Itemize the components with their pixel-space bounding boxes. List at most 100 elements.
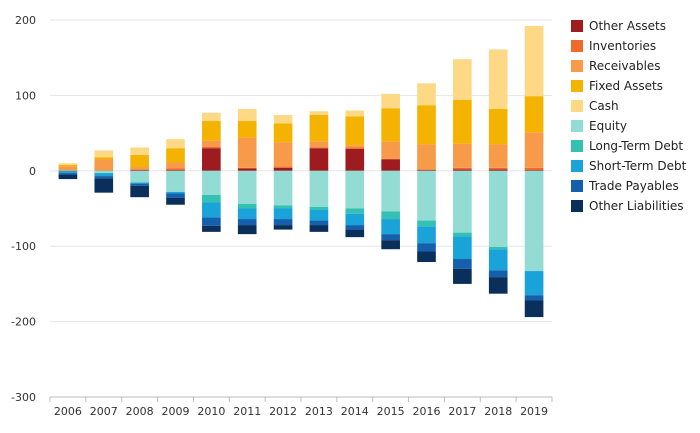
bar-segment-long-term-debt-2017 bbox=[453, 232, 472, 237]
bar-segment-receivables-2010 bbox=[202, 140, 221, 147]
bar-segment-equity-2011 bbox=[237, 170, 257, 204]
bar-stack-2010 bbox=[202, 112, 221, 232]
x-axis: 2006 2007 2008 2009 2010 2011 2012 2013 2014 2015… bbox=[49, 396, 553, 418]
bar-segment-trade-payables-2018 bbox=[488, 270, 508, 278]
x-tick-label: 2015 bbox=[377, 405, 405, 418]
legend-item-long-term-debt: Long-Term Debt bbox=[571, 139, 683, 153]
bar-segment-cash-2017 bbox=[453, 59, 472, 100]
bar-segment-short-term-debt-2016 bbox=[417, 226, 436, 244]
bar-segment-long-term-debt-2011 bbox=[237, 203, 257, 209]
bar-segment-cash-2012 bbox=[273, 115, 293, 124]
bar-segment-fixed-assets-2016 bbox=[417, 105, 436, 145]
x-tick-label: 2017 bbox=[448, 405, 476, 418]
bar-segment-receivables-2011 bbox=[237, 137, 257, 168]
bar-segment-trade-payables-2007 bbox=[94, 176, 114, 179]
legend-item-inventories: Inventories bbox=[571, 39, 656, 53]
bar-segment-receivables-2009 bbox=[166, 162, 185, 169]
y-tick-label: 100 bbox=[15, 89, 36, 102]
x-tick-label: 2014 bbox=[341, 405, 369, 418]
y-tick-label: -200 bbox=[11, 316, 36, 329]
bar-segment-inventories-2009 bbox=[166, 168, 185, 171]
legend-label: Long-Term Debt bbox=[589, 139, 683, 153]
legend-item-short-term-debt: Short-Term Debt bbox=[571, 159, 687, 173]
x-tick-label: 2009 bbox=[162, 405, 190, 418]
bar-stack-2008 bbox=[130, 147, 149, 198]
bar-segment-other-liabilities-2013 bbox=[309, 225, 329, 232]
legend-swatch bbox=[571, 180, 583, 192]
y-axis-tick-labels: 200 100 0 -100 -200 -300 bbox=[11, 14, 36, 404]
bar-segment-equity-2019 bbox=[524, 170, 544, 272]
bar-stack-2015 bbox=[381, 93, 400, 250]
bar-stack-2017 bbox=[453, 59, 472, 284]
bars bbox=[58, 26, 544, 318]
bar-segment-other-liabilities-2015 bbox=[381, 240, 400, 250]
bar-segment-other-liabilities-2014 bbox=[345, 229, 365, 238]
bar-segment-receivables-2006 bbox=[58, 166, 78, 171]
bar-segment-receivables-2008 bbox=[130, 167, 149, 170]
bar-segment-fixed-assets-2017 bbox=[453, 99, 472, 144]
bar-segment-fixed-assets-2013 bbox=[309, 115, 329, 142]
bar-segment-long-term-debt-2015 bbox=[381, 211, 400, 220]
x-tick-label: 2012 bbox=[269, 405, 297, 418]
bar-segment-trade-payables-2019 bbox=[524, 295, 544, 301]
bar-stack-2007 bbox=[94, 150, 114, 193]
bar-stack-2006 bbox=[58, 163, 78, 180]
bar-segment-long-term-debt-2013 bbox=[309, 206, 329, 211]
bar-segment-long-term-debt-2016 bbox=[417, 220, 436, 227]
bar-segment-fixed-assets-2015 bbox=[381, 108, 400, 142]
legend-label: Other Assets bbox=[589, 19, 666, 33]
bar-segment-inventories-2011 bbox=[237, 167, 257, 169]
x-tick-label: 2016 bbox=[413, 405, 441, 418]
bar-segment-receivables-2017 bbox=[453, 143, 472, 168]
x-tick-label: 2011 bbox=[233, 405, 261, 418]
bar-segment-equity-2008 bbox=[130, 170, 149, 183]
legend-swatch bbox=[571, 160, 583, 172]
bar-segment-receivables-2012 bbox=[273, 142, 293, 167]
bar-stack-2019 bbox=[524, 26, 544, 318]
bar-segment-other-liabilities-2010 bbox=[202, 225, 221, 232]
bar-stack-2009 bbox=[166, 139, 185, 205]
legend-label: Short-Term Debt bbox=[589, 159, 687, 173]
bar-segment-inventories-2010 bbox=[202, 146, 221, 149]
bar-segment-fixed-assets-2014 bbox=[345, 116, 365, 146]
legend-swatch bbox=[571, 20, 583, 32]
bar-segment-trade-payables-2006 bbox=[58, 173, 78, 175]
legend-item-cash: Cash bbox=[571, 99, 619, 113]
bar-segment-equity-2013 bbox=[309, 170, 329, 207]
gridlines bbox=[50, 19, 552, 398]
bar-segment-inventories-2013 bbox=[309, 147, 329, 149]
bar-segment-long-term-debt-2012 bbox=[273, 205, 293, 209]
legend-label: Equity bbox=[589, 119, 627, 133]
legend-swatch bbox=[571, 60, 583, 72]
bar-stack-2018 bbox=[488, 49, 508, 294]
bar-segment-cash-2015 bbox=[381, 93, 400, 109]
bar-segment-equity-2017 bbox=[453, 170, 472, 233]
bar-segment-other-assets-2009 bbox=[166, 170, 185, 171]
bar-segment-equity-2012 bbox=[273, 170, 293, 206]
x-tick-label: 2006 bbox=[54, 405, 82, 418]
legend-label: Fixed Assets bbox=[589, 79, 663, 93]
legend-item-trade-payables: Trade Payables bbox=[571, 179, 679, 193]
legend-swatch bbox=[571, 40, 583, 52]
bar-segment-other-assets-2014 bbox=[345, 148, 365, 171]
legend: Other Assets Inventories Receivables Fixed … bbox=[571, 19, 687, 213]
bar-stack-2014 bbox=[345, 110, 365, 238]
bar-segment-short-term-debt-2006 bbox=[58, 170, 78, 174]
bar-segment-other-liabilities-2016 bbox=[417, 251, 436, 263]
bar-segment-trade-payables-2012 bbox=[273, 219, 293, 226]
bar-segment-short-term-debt-2009 bbox=[166, 191, 185, 194]
bar-segment-receivables-2007 bbox=[94, 159, 114, 171]
bar-segment-fixed-assets-2012 bbox=[273, 123, 293, 143]
bar-stack-2012 bbox=[273, 115, 293, 230]
bar-segment-equity-2014 bbox=[345, 170, 365, 209]
bar-segment-other-assets-2017 bbox=[453, 169, 472, 171]
bar-segment-short-term-debt-2015 bbox=[381, 219, 400, 235]
bar-segment-inventories-2012 bbox=[273, 166, 293, 168]
bar-segment-fixed-assets-2007 bbox=[94, 157, 114, 160]
bar-segment-long-term-debt-2008 bbox=[130, 182, 149, 183]
bar-segment-trade-payables-2011 bbox=[237, 219, 257, 226]
bar-segment-long-term-debt-2018 bbox=[488, 246, 508, 250]
bar-segment-fixed-assets-2009 bbox=[166, 148, 185, 163]
